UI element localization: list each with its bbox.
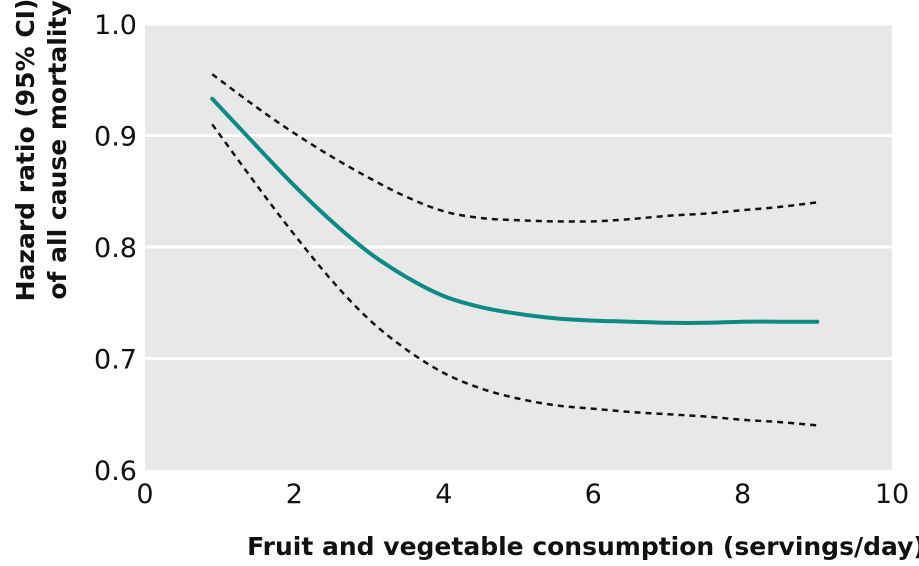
y-tick-label-0.6: 0.6 <box>94 456 137 487</box>
series-line-estimate <box>210 96 820 325</box>
y-tick-label-0.7: 0.7 <box>94 345 137 376</box>
x-tick-label-10: 10 <box>875 479 909 510</box>
x-tick-label-0: 0 <box>136 479 153 510</box>
x-tick-label-2: 2 <box>286 479 303 510</box>
y-tick-label-0.8: 0.8 <box>94 233 137 264</box>
tick-labels: 0 2 4 6 8 10 0.6 0.7 0.8 0.9 1.0 <box>94 10 909 510</box>
series-line-upper <box>211 73 818 223</box>
y-axis-title-line-1: Hazard ratio (95% CI) <box>11 0 40 301</box>
x-axis-title: Fruit and vegetable consumption (serving… <box>247 532 919 561</box>
x-tick-label-4: 4 <box>435 479 452 510</box>
y-tick-label-0.9: 0.9 <box>94 122 137 153</box>
y-axis-title-line-2: of all cause mortality <box>43 0 72 299</box>
x-tick-label-8: 8 <box>734 479 751 510</box>
series-line-lower <box>211 123 818 427</box>
x-tick-label-6: 6 <box>585 479 602 510</box>
grid-lines <box>145 22 892 360</box>
series-lines <box>210 73 820 427</box>
y-tick-label-1.0: 1.0 <box>94 10 137 41</box>
